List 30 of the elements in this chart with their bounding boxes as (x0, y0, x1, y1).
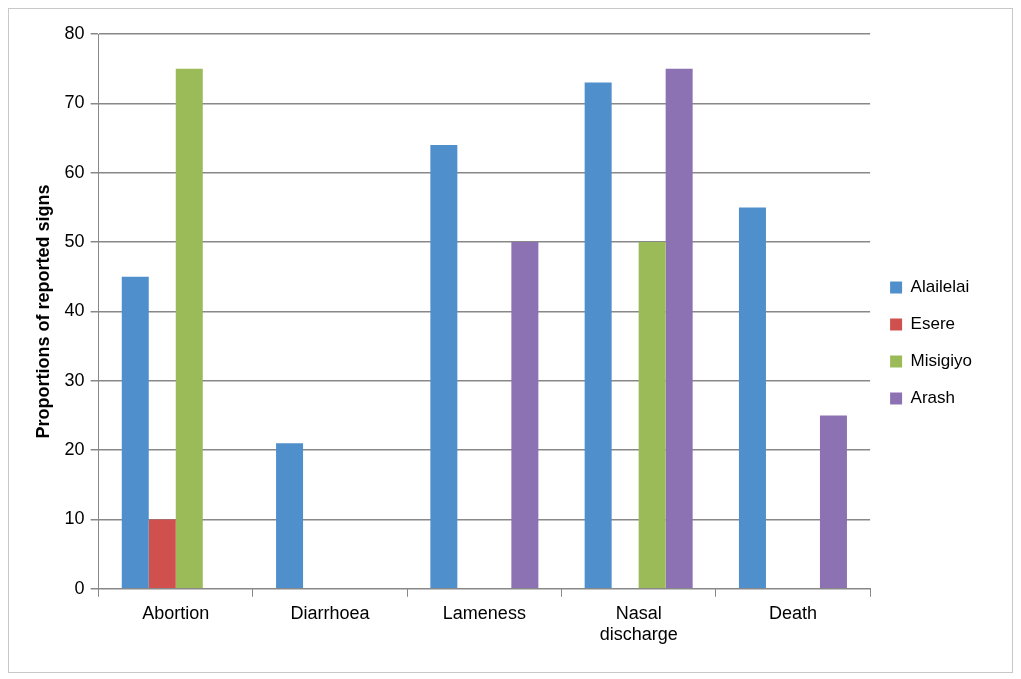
bar (511, 242, 539, 589)
legend-label: Alailelai (910, 277, 970, 297)
x-tick-label: Abortion (142, 602, 210, 623)
legend-label: Arash (910, 388, 956, 408)
bar (276, 443, 304, 589)
x-tick-label: Diarrhoea (290, 602, 371, 623)
bar (819, 415, 847, 589)
x-tick-label: Lameness (442, 602, 526, 623)
bar (584, 82, 612, 589)
legend-label: Esere (910, 314, 956, 334)
bar (738, 207, 766, 589)
bar (665, 68, 693, 589)
y-tick-label: 30 (64, 369, 85, 390)
bar (175, 68, 203, 589)
y-tick-label: 10 (64, 508, 85, 529)
y-axis-title: Proportions of reported signs (32, 184, 53, 439)
y-tick-label: 70 (64, 92, 85, 113)
y-tick-label: 0 (74, 577, 85, 598)
x-tick-label: Nasal discharge (599, 602, 678, 645)
y-tick-label: 80 (64, 22, 85, 43)
y-tick-label: 60 (64, 161, 85, 182)
y-tick-label: 50 (64, 231, 85, 252)
y-tick-label: 40 (64, 300, 85, 321)
legend-label: Misigiyo (910, 351, 973, 371)
x-tick-label: Death (768, 602, 817, 623)
bar (121, 276, 149, 589)
bar (638, 242, 666, 589)
y-tick-label: 20 (64, 439, 85, 460)
bar (148, 519, 176, 589)
bar (430, 144, 458, 589)
